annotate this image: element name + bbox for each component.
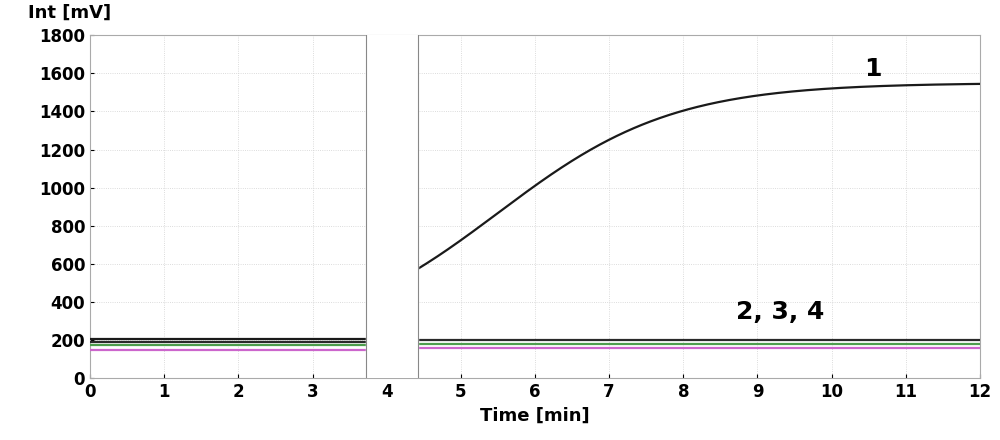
Text: 1: 1 xyxy=(864,57,881,81)
X-axis label: Time [min]: Time [min] xyxy=(480,407,590,425)
Bar xyxy=(366,35,418,378)
Text: 2, 3, 4: 2, 3, 4 xyxy=(736,300,824,324)
Text: Int [mV]: Int [mV] xyxy=(28,4,111,22)
